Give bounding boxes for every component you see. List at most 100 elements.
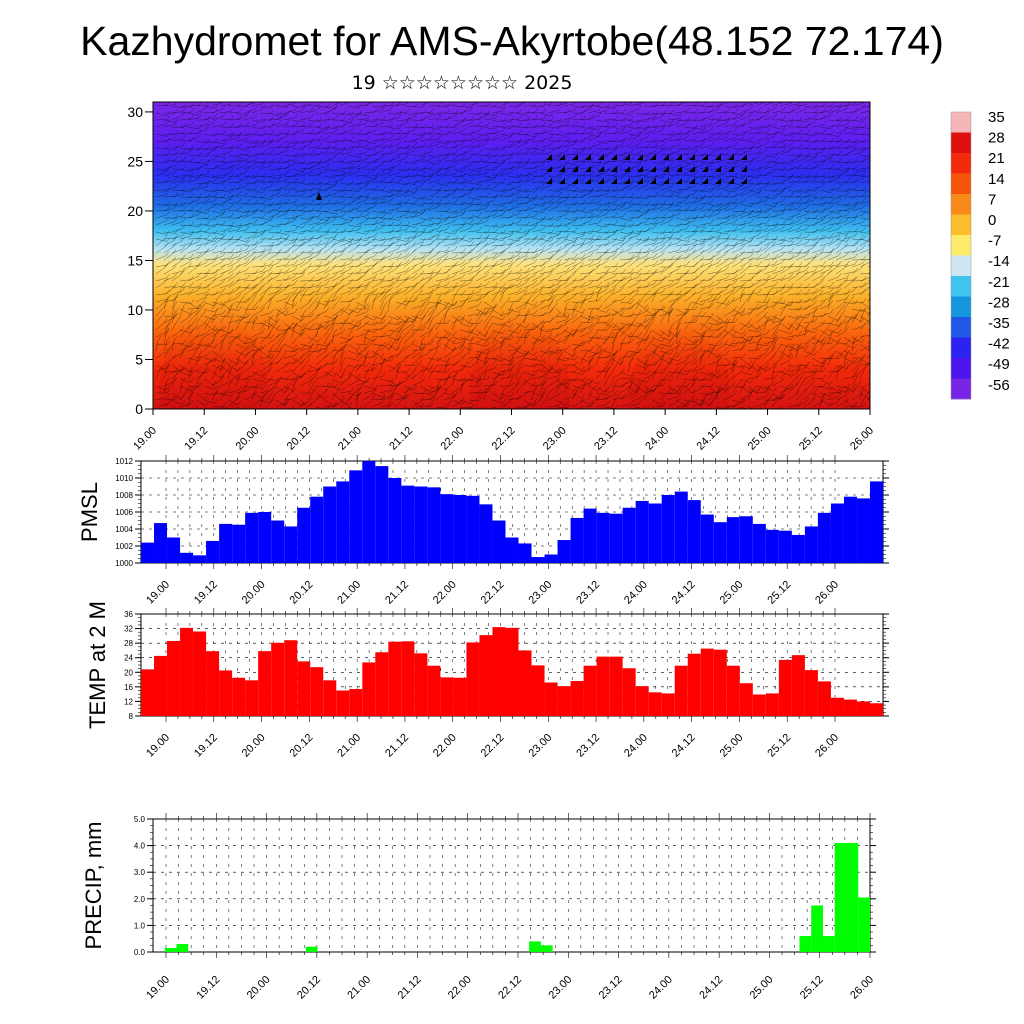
wind-barb (715, 102, 727, 107)
wind-barb (243, 164, 255, 170)
wind-barb-feather (334, 167, 338, 172)
wind-barb-feather (694, 135, 699, 140)
wind-barb-feather (871, 216, 874, 220)
wind-barb-feather (710, 162, 714, 167)
wind-barb (187, 132, 199, 135)
wind-barb (419, 126, 431, 129)
wind-barb (835, 154, 847, 156)
wind-barb (339, 152, 351, 156)
wind-barb (675, 147, 687, 150)
wind-barb (379, 131, 391, 135)
wind-barb (395, 111, 407, 114)
wind-barb-feather (518, 159, 523, 164)
wind-barb-feather (534, 159, 539, 164)
wind-barb (179, 160, 191, 163)
wind-barb (403, 116, 415, 121)
wind-barb-feather (181, 111, 186, 116)
wind-barb (243, 140, 255, 145)
wind-barb-feather (845, 125, 850, 130)
wind-barb (187, 126, 199, 130)
wind-barb-feather (814, 153, 818, 158)
wind-barb-feather (558, 153, 562, 159)
wind-barb-feather (566, 141, 570, 146)
wind-barb-feather (645, 125, 650, 130)
wind-barb-feather (646, 155, 651, 161)
wind-barb (179, 112, 191, 114)
wind-barb-feather (702, 140, 706, 145)
wind-barb (235, 105, 247, 107)
wind-barb-feather (718, 104, 722, 110)
wind-barb-feather (182, 156, 187, 161)
wind-barb-feather (662, 122, 667, 127)
wind-barb-feather (710, 119, 714, 124)
wind-barb (267, 140, 279, 142)
wind-barb (723, 165, 735, 170)
wind-barb (195, 140, 207, 144)
wind-barb (699, 117, 711, 121)
wind-barb-feather (254, 121, 259, 126)
wind-barb-feather (454, 126, 458, 132)
wind-barb-feather (742, 121, 747, 126)
wind-barb-feather (518, 115, 523, 120)
wind-barb-feather (446, 102, 451, 108)
wind-barb-feather (830, 130, 835, 136)
wind-barb-feather (334, 127, 338, 132)
wind-barb (179, 147, 191, 150)
wind-barb-feather (286, 146, 290, 152)
wind-barb (835, 168, 847, 172)
wind-barb-feather (357, 111, 362, 116)
wind-barb (659, 138, 671, 142)
wind-barb-feather (278, 165, 283, 171)
wind-barb-feather (238, 142, 243, 148)
wind-barb (195, 147, 207, 150)
wind-barb (451, 159, 463, 163)
wind-barb-feather (871, 255, 874, 259)
wind-barb-feather (871, 230, 874, 234)
wind-barb (435, 105, 447, 108)
wind-barb (707, 108, 719, 114)
wind-barb (851, 119, 863, 122)
wind-barb (507, 152, 519, 156)
wind-barb-feather (574, 164, 579, 169)
wind-barb-feather (766, 123, 771, 128)
wind-barb (171, 115, 183, 121)
wind-barb (347, 105, 359, 109)
wind-barb-feather (598, 149, 603, 154)
wind-barb (163, 159, 175, 163)
wind-barb-feather (446, 131, 451, 136)
wind-barb-feather (310, 139, 314, 145)
wind-barb-feather (470, 116, 475, 121)
wind-barb (651, 116, 663, 121)
wind-barb (211, 146, 223, 149)
wind-barb-feather (646, 133, 650, 139)
wind-barb (659, 133, 671, 136)
wind-barb (259, 161, 271, 164)
wind-barb (275, 105, 287, 108)
wind-barb (539, 144, 551, 149)
wind-barb (579, 167, 591, 170)
wind-barb-feather (310, 149, 315, 155)
wind-barb (379, 119, 391, 122)
wind-barb-feather (430, 123, 435, 129)
wind-barb-feather (670, 161, 674, 167)
wind-barb (523, 167, 535, 170)
wind-barb-feather (726, 119, 730, 124)
wind-barb (459, 123, 471, 128)
wind-barb-feather (871, 269, 874, 273)
wind-barb-feather (582, 115, 587, 120)
wind-barb-feather (333, 153, 338, 158)
wind-barb-feather (662, 110, 667, 115)
wind-barb-feather (670, 134, 674, 139)
wind-barb (355, 139, 367, 142)
wind-barb-feather (871, 153, 874, 157)
wind-barb (291, 147, 303, 150)
wind-barb (603, 147, 615, 151)
wind-barb-feather (205, 104, 210, 109)
wind-barb-feather (174, 130, 179, 136)
wind-barb (579, 105, 591, 108)
wind-barb-feather (382, 140, 386, 146)
wind-barb (203, 105, 215, 109)
wind-barb (251, 153, 263, 156)
wind-barb-feather (190, 102, 195, 108)
wind-barb-feather (342, 157, 347, 162)
